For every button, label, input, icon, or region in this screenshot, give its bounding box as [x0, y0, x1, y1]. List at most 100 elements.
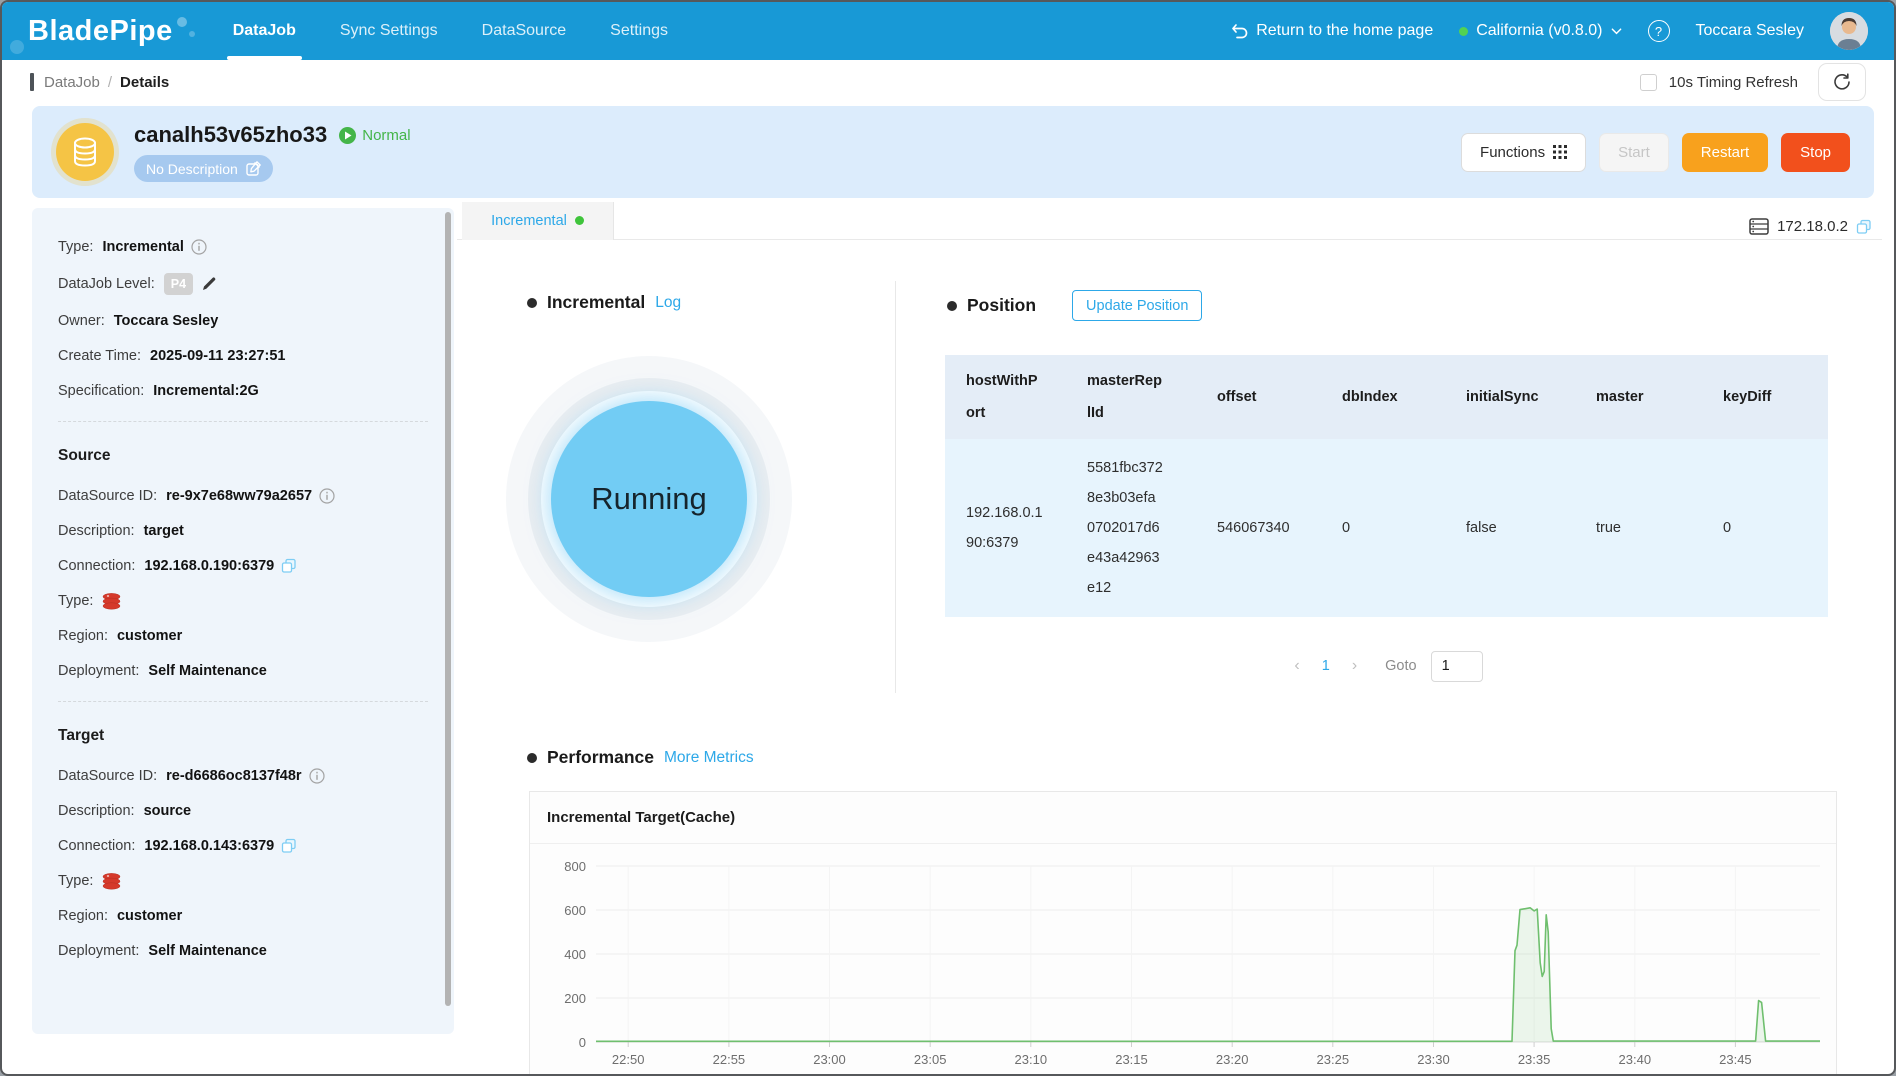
svg-text:23:25: 23:25: [1317, 1052, 1350, 1067]
ds-id-label: DataSource ID:: [58, 768, 158, 784]
username[interactable]: Toccara Sesley: [1695, 22, 1805, 39]
stop-button[interactable]: Stop: [1781, 132, 1850, 172]
goto-label: Goto: [1385, 658, 1417, 674]
nav-item-datajob[interactable]: DataJob: [226, 2, 302, 60]
position-table: hostWithP ort masterRep lId offset dbInd…: [945, 355, 1828, 617]
breadcrumb-datajob[interactable]: DataJob: [44, 73, 100, 91]
goto-page-input[interactable]: [1430, 650, 1483, 682]
incremental-section-header: Incremental Log: [527, 292, 681, 313]
nav-item-settings[interactable]: Settings: [610, 22, 668, 39]
return-home-link[interactable]: Return to the home page: [1231, 22, 1433, 40]
connection-value: 192.168.0.190:6379: [144, 558, 275, 574]
deployment-label: Deployment:: [58, 663, 140, 679]
target-region: Region: customer: [58, 907, 428, 925]
detail-create-time: Create Time: 2025-09-11 23:27:51: [58, 347, 428, 365]
type-value: Incremental: [102, 239, 184, 255]
logo-bubble-decoration: [176, 16, 187, 27]
specification-label: Specification:: [58, 383, 145, 399]
detail-specification: Specification: Incremental:2G: [58, 382, 428, 400]
copy-icon[interactable]: [1856, 219, 1872, 235]
region-label: Region:: [58, 628, 108, 644]
breadcrumb-details: Details: [120, 73, 170, 91]
cell-offset: 546067340: [1217, 520, 1290, 536]
next-page-button[interactable]: ›: [1351, 657, 1358, 674]
more-metrics-link[interactable]: More Metrics: [664, 748, 754, 766]
performance-section-header: Performance More Metrics: [527, 747, 754, 768]
deployment-value: Self Maintenance: [148, 663, 267, 679]
breadcrumb-accent-bar: [30, 73, 34, 91]
info-icon[interactable]: [319, 488, 335, 504]
update-position-button[interactable]: Update Position: [1072, 290, 1203, 321]
svg-text:23:15: 23:15: [1115, 1052, 1148, 1067]
target-heading: Target: [58, 727, 105, 744]
col-offset: offset: [1217, 389, 1257, 405]
source-heading: Source: [58, 447, 111, 464]
job-action-buttons: Functions Start Restart Stop: [1461, 132, 1850, 172]
tab-label: Incremental: [491, 212, 567, 229]
bladepipe-logo[interactable]: BladePipe: [10, 15, 195, 54]
tab-status-dot: [574, 216, 584, 225]
running-ring-mid: Running: [528, 378, 770, 620]
functions-button[interactable]: Functions: [1461, 132, 1587, 172]
nav-item-datasource[interactable]: DataSource: [481, 22, 567, 39]
avatar-person-icon: [1830, 12, 1868, 50]
timing-refresh-checkbox[interactable]: [1639, 73, 1657, 91]
functions-label: Functions: [1480, 143, 1546, 161]
col-keydiff: keyDiff: [1723, 389, 1772, 405]
prev-page-button[interactable]: ‹: [1294, 657, 1300, 674]
copy-icon[interactable]: [281, 838, 297, 854]
source-deployment: Deployment: Self Maintenance: [58, 662, 428, 680]
target-datasource-id: DataSource ID: re-d6686oc8137f48r: [58, 767, 428, 785]
restart-button[interactable]: Restart: [1681, 132, 1769, 172]
database-icon: [74, 137, 96, 167]
description-label: Description:: [58, 523, 135, 539]
region-selector[interactable]: California (v0.8.0): [1459, 22, 1621, 40]
cell-dbindex: 0: [1342, 520, 1351, 536]
help-icon[interactable]: ?: [1647, 20, 1670, 42]
refresh-icon: [1834, 73, 1850, 90]
connection-value: 192.168.0.143:6379: [144, 838, 275, 854]
incremental-target-cache-chart[interactable]: 0 200 400 600 800 22:50 22:55 23:00 23:05 23:10 23…: [530, 844, 1836, 1076]
nav-item-sync-settings[interactable]: Sync Settings: [339, 22, 438, 39]
running-ring-outer: Running: [506, 356, 792, 642]
section-bullet: [527, 297, 537, 308]
running-status-widget: Running: [506, 356, 792, 642]
source-connection: Connection: 192.168.0.190:6379: [58, 557, 428, 575]
connection-label: Connection:: [58, 838, 136, 854]
svg-text:23:30: 23:30: [1417, 1052, 1450, 1067]
deployment-value: Self Maintenance: [148, 943, 267, 959]
top-navbar: BladePipe DataJob Sync Settings DataSour…: [2, 2, 1894, 60]
description-value: source: [143, 803, 192, 819]
server-icon: [1749, 218, 1769, 235]
info-icon[interactable]: [191, 239, 207, 255]
type-label: Type:: [58, 873, 94, 889]
svg-text:22:50: 22:50: [612, 1052, 645, 1067]
target-deployment: Deployment: Self Maintenance: [58, 942, 428, 960]
cell-initialsync: false: [1466, 520, 1497, 536]
main-content: Incremental 172.18.0.2 Incremen: [457, 201, 1882, 1076]
sidebar-scrollbar[interactable]: [445, 212, 451, 1006]
status-text: Normal: [362, 126, 411, 144]
performance-chart-card: Incremental Target(Cache) 0 200 400 600 800 2…: [529, 791, 1837, 1076]
pencil-icon[interactable]: [202, 277, 216, 291]
svg-text:23:00: 23:00: [813, 1052, 846, 1067]
refresh-button[interactable]: [1818, 63, 1866, 101]
main-nav: DataJob Sync Settings DataSource Setting…: [226, 2, 668, 60]
description-pill[interactable]: No Description: [134, 155, 273, 182]
avatar[interactable]: [1830, 12, 1868, 50]
chart-title: Incremental Target(Cache): [530, 792, 1836, 844]
start-button[interactable]: Start: [1599, 132, 1669, 172]
connection-label: Connection:: [58, 558, 136, 574]
section-bullet: [947, 300, 957, 311]
position-section-header: Position Update Position: [947, 290, 1203, 321]
log-link[interactable]: Log: [655, 293, 682, 311]
copy-icon[interactable]: [281, 558, 297, 574]
return-arrow-icon: [1232, 24, 1248, 39]
tab-incremental[interactable]: Incremental: [462, 201, 614, 240]
play-icon: [339, 126, 357, 144]
page-number[interactable]: 1: [1321, 658, 1330, 674]
running-ring-glow: Running: [541, 391, 757, 607]
info-icon[interactable]: [308, 768, 325, 784]
svg-text:23:35: 23:35: [1518, 1052, 1551, 1067]
